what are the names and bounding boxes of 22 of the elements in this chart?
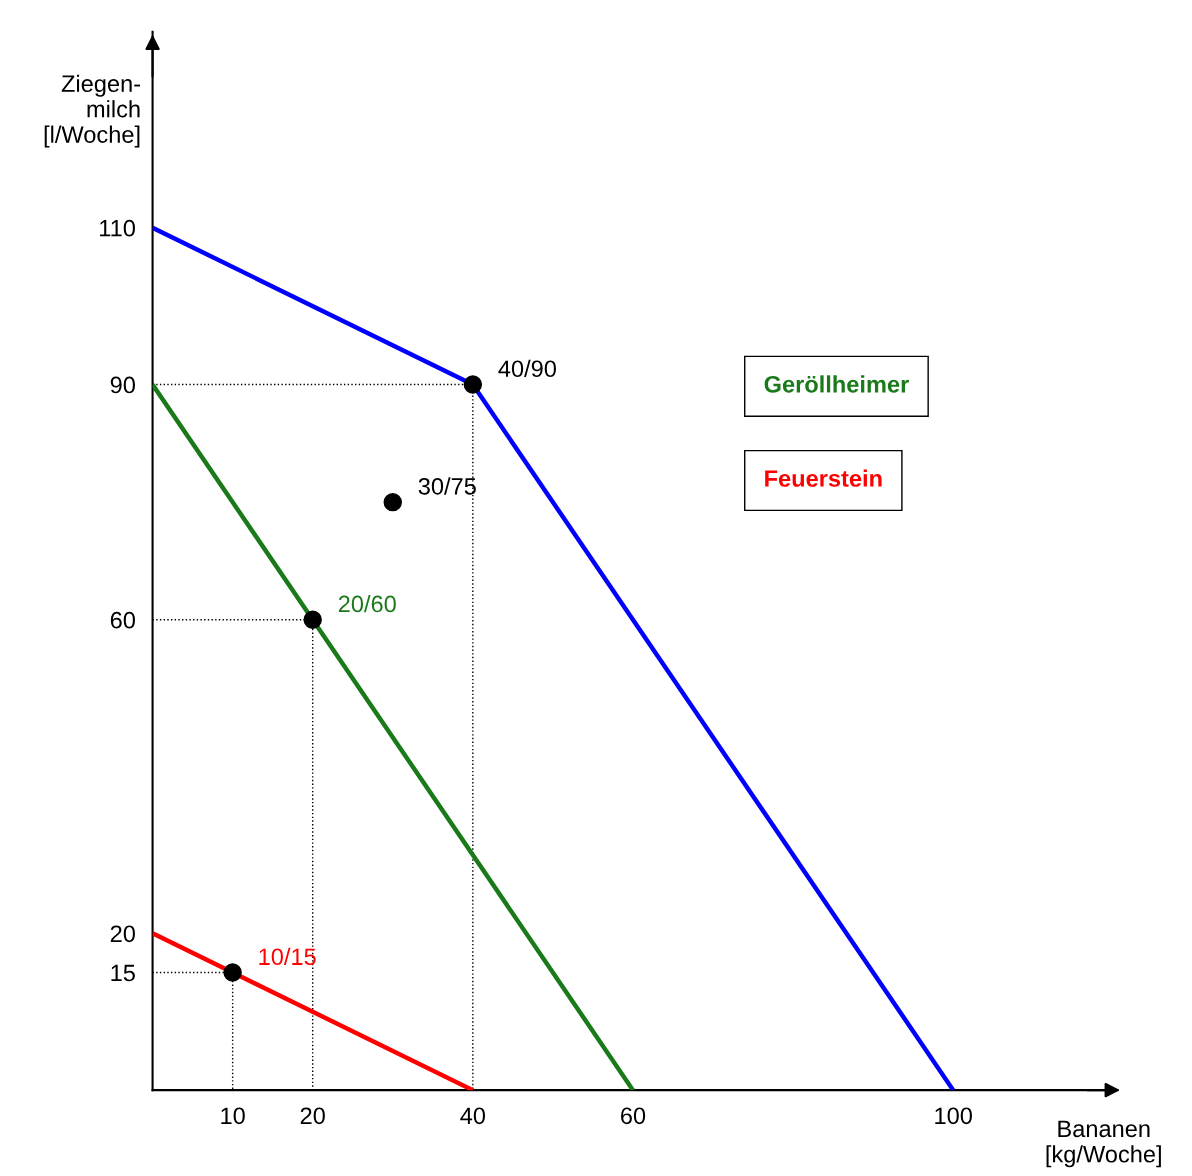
- data-label: 30/75: [418, 477, 476, 495]
- y-tick-label: 60: [110, 611, 135, 629]
- y-tick-label: 90: [110, 376, 135, 394]
- x-tick-label: 40: [460, 1107, 486, 1125]
- point: [463, 375, 483, 394]
- text: Geröllheimer: [764, 375, 909, 393]
- point: [383, 492, 402, 512]
- x-tick-label: 100: [935, 1107, 972, 1125]
- data-label: 20/60: [338, 594, 396, 613]
- y-tick-label: 15: [111, 964, 135, 982]
- y-axis-title: Ziegen- milch [l/Woche]: [44, 74, 141, 148]
- x-tick-label: 20: [300, 1107, 325, 1125]
- data-label: 10/15: [259, 947, 316, 966]
- x-tick-label: 10: [221, 1107, 245, 1125]
- y-tick-label: 110: [100, 219, 135, 237]
- point: [223, 963, 242, 982]
- x-tick-label: 60: [621, 1107, 646, 1125]
- point: [303, 610, 322, 629]
- y-tick-label: 20: [110, 925, 135, 943]
- text: Feuerstein: [765, 469, 882, 487]
- x-axis-title: Bananen [kg/Woche]: [1046, 1120, 1161, 1168]
- data-label: 40/90: [498, 359, 556, 378]
